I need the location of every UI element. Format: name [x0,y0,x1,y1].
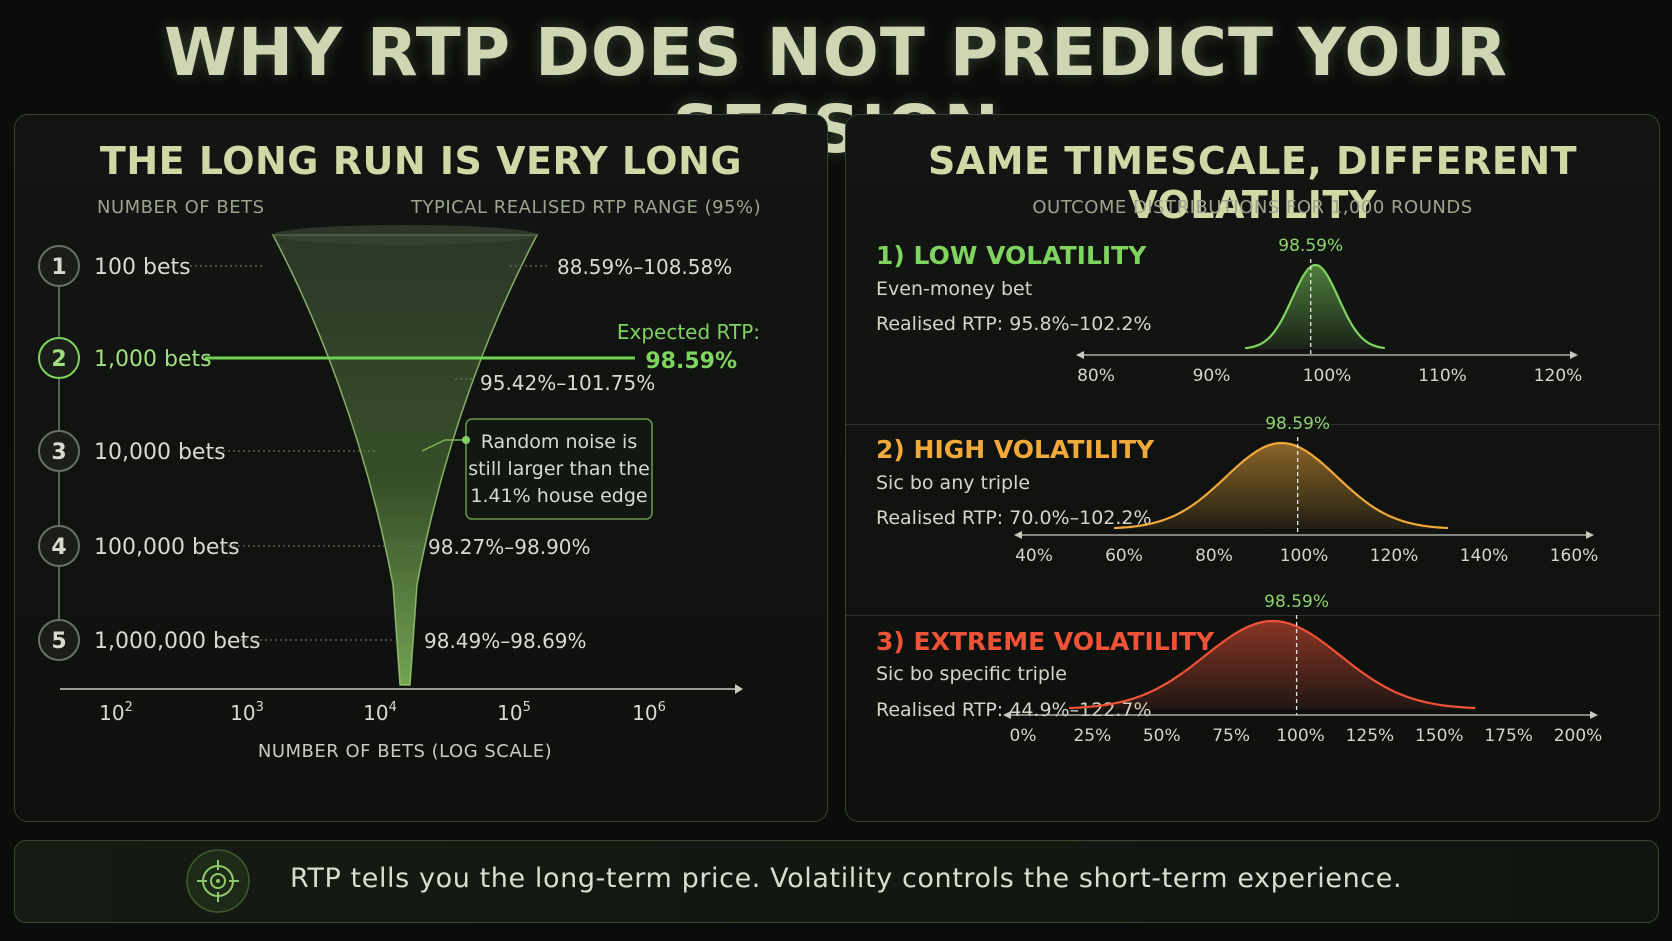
low-volatility-title: 1) LOW VOLATILITY [876,241,1147,270]
distribution-tick-label: 110% [1418,366,1467,386]
step-number-circle [38,525,80,567]
distribution-curve [1113,441,1449,530]
noise-callout-text: still larger than the [468,458,650,480]
axis-arrow-right [1586,531,1594,539]
distribution-tick-label: 100% [1276,726,1325,746]
range-label: 98.49%–98.69% [424,629,587,653]
bets-label: 100 bets [94,255,191,280]
distribution-tick-label: 60% [1105,546,1143,566]
callout-dot [462,436,470,444]
volatility-title: SAME TIMESCALE, DIFFERENT VOLATILITY [927,139,1578,227]
volatility-subtitle: OUTCOME DISTRIBUTIONS FOR 1,000 ROUNDS [1032,197,1473,218]
step-number-circle [38,337,80,379]
step-number: 5 [51,629,66,654]
distribution-tick-label: 75% [1212,726,1250,746]
mean-label: 98.59% [1264,592,1329,612]
axis-arrow-right [1570,351,1578,359]
range-label: 88.59%–108.58% [557,255,732,279]
x-axis-title: NUMBER OF BETS (LOG SCALE) [258,741,552,762]
bets-label: 10,000 bets [94,440,226,465]
mean-label: 98.59% [1265,414,1330,434]
x-tick-label: 102 [99,700,133,725]
high-volatility-desc: Sic bo any triple [876,472,1031,494]
x-tick-label: 104 [363,700,397,725]
long-run-panel: THE LONG RUN IS VERY LONG NUMBER OF BETS… [14,114,828,822]
distribution-tick-label: 150% [1415,726,1464,746]
range-label: 95.42%–101.75% [480,371,655,395]
section-divider [846,615,1659,616]
distribution-curve [1244,263,1385,350]
funnel-rim [273,225,537,245]
low-volatility-desc: Even-money bet [876,278,1033,300]
step-number: 2 [51,347,66,372]
noise-callout-box [465,418,653,520]
axis-arrow-right [1590,711,1598,719]
axis-arrow-left [1076,351,1084,359]
distribution-tick-label: 90% [1193,366,1231,386]
distribution-tick-label: 140% [1460,546,1509,566]
expected-rtp-value: 98.59% [645,349,737,374]
step-number-circle [38,430,80,472]
step-number: 3 [51,440,66,465]
distribution-tick-label: 120% [1534,366,1583,386]
step-number-circle [38,619,80,661]
x-tick-label: 105 [497,700,531,725]
step-number: 1 [51,255,66,280]
distribution-tick-label: 40% [1015,546,1053,566]
section-divider [846,424,1659,425]
distribution-tick-label: 100% [1303,366,1352,386]
x-tick-label: 103 [230,700,264,725]
step-number: 4 [51,535,66,560]
distribution-tick-label: 80% [1077,366,1115,386]
distribution-tick-label: 125% [1346,726,1395,746]
distribution-curve [1069,619,1476,710]
distribution-charts: 98.59% 80% 90% 100% 110% 120% 98.59% 40% 60% 80% 1… [1003,236,1603,746]
number-of-bets-header: NUMBER OF BETS [97,197,265,218]
step-number-circle [38,245,80,287]
distribution-area [1246,265,1385,349]
footer-text: RTP tells you the long-term price. Volat… [290,863,1403,894]
distribution-tick-label: 50% [1143,726,1181,746]
distribution-tick-label: 100% [1280,546,1329,566]
range-label: 98.27%–98.90% [428,535,591,559]
low-volatility-realised: Realised RTP: 95.8%–102.2% [876,313,1152,335]
callout-pointer [421,439,466,452]
long-run-title: THE LONG RUN IS VERY LONG [99,139,743,183]
rtp-range-header: TYPICAL REALISED RTP RANGE (95%) [411,197,762,218]
distribution-tick-label: 160% [1550,546,1599,566]
crosshair-icon [186,849,250,913]
distribution-tick-label: 120% [1370,546,1419,566]
mean-label: 98.59% [1278,236,1343,256]
volatility-panel: SAME TIMESCALE, DIFFERENT VOLATILITY OUT… [845,114,1660,822]
x-axis-arrow [735,684,743,694]
noise-callout-text: 1.41% house edge [470,485,647,507]
distribution-tick-label: 200% [1554,726,1603,746]
noise-callout-text: Random noise is [481,431,637,453]
funnel-chart: 1 100 bets 2 1,000 bets 3 10,000 bets 4 100,000… [38,225,760,762]
distribution-area [1070,621,1476,709]
bets-label: 100,000 bets [94,535,240,560]
bets-label: 1,000,000 bets [94,629,261,654]
axis-arrow-left [1003,711,1011,719]
high-volatility-realised: Realised RTP: 70.0%–102.2% [876,507,1152,529]
axis-arrow-left [1014,531,1022,539]
extreme-volatility-desc: Sic bo specific triple [876,663,1067,685]
bets-label: 1,000 bets [94,347,212,372]
funnel-shape [271,234,539,686]
high-volatility-title: 2) HIGH VOLATILITY [876,435,1155,464]
x-tick-label: 106 [632,700,666,725]
distribution-tick-label: 175% [1484,726,1533,746]
distribution-tick-label: 0% [1010,726,1037,746]
distribution-tick-label: 25% [1073,726,1111,746]
footer-banner: RTP tells you the long-term price. Volat… [14,840,1659,923]
expected-rtp-label: Expected RTP: [617,320,760,344]
extreme-volatility-title: 3) EXTREME VOLATILITY [876,627,1215,656]
distribution-area [1115,443,1448,529]
distribution-tick-label: 80% [1195,546,1233,566]
